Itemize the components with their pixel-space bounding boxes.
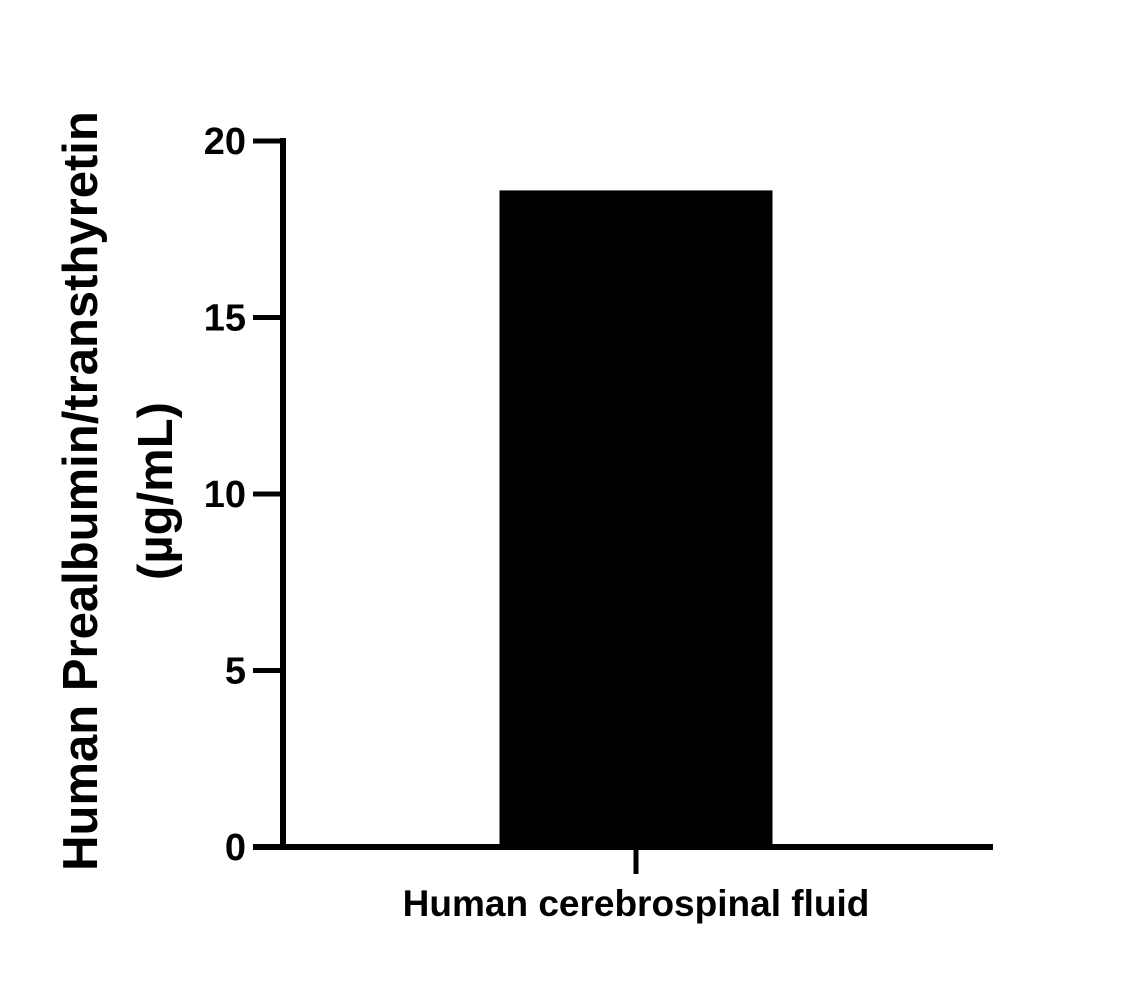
y-tick-label: 20: [204, 121, 246, 163]
y-axis-title-line-2: (µg/mL): [129, 402, 183, 580]
y-tick-label: 10: [204, 474, 246, 516]
x-ticks-layer: Human cerebrospinal fluid: [403, 847, 870, 924]
y-tick-label: 0: [225, 827, 246, 869]
y-ticks-layer: 0 5 10 15 20: [204, 121, 283, 869]
y-axis-title-line-1: Human Prealbumin/transthyretin: [54, 111, 108, 871]
y-tick-label: 15: [204, 298, 246, 340]
x-category-label: Human cerebrospinal fluid: [403, 883, 870, 924]
y-tick-label: 5: [225, 651, 246, 693]
bar: [499, 190, 773, 848]
bars-layer: [499, 190, 773, 848]
